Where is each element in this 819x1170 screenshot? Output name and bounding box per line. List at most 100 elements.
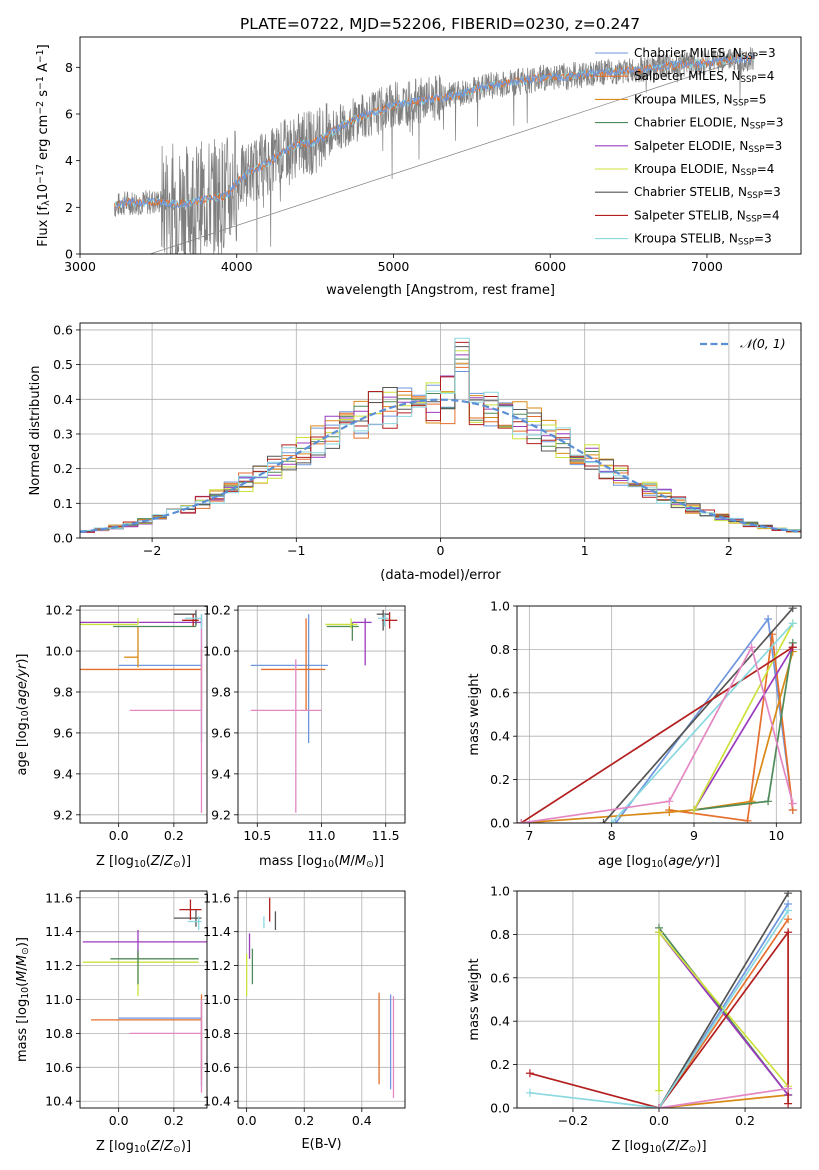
residuals-panel: −2 −1 0 1 2 0.0 0.1 0.2 0.3 0.4 0.5 0.6 (data-model)… — [28, 322, 802, 583]
weight-line-chabrier-stelib — [658, 892, 789, 1108]
y-tick-label: 11.4 — [45, 924, 73, 939]
weight-line-salpeter-stelib — [529, 929, 789, 1108]
x-tick-label: 0.0 — [109, 1113, 129, 1128]
x-tick-label: −2 — [143, 543, 161, 558]
error-point — [326, 622, 359, 641]
label-part: ( — [15, 705, 30, 710]
label-part: Chabrier STELIB, N — [634, 185, 747, 199]
y-tick-label: 0.0 — [490, 816, 510, 831]
error-point — [124, 626, 139, 668]
label-part: Chabrier MILES, N — [634, 46, 742, 60]
x-tick-label: −0.2 — [558, 1113, 588, 1128]
x-tick-label: 0.4 — [352, 1113, 372, 1128]
weight-marker — [764, 615, 773, 624]
weight-marker — [788, 619, 797, 628]
label-part: mass [log — [259, 854, 322, 869]
x-tick-label: 0 — [437, 543, 445, 558]
histogram-salpeter-stelib — [80, 341, 801, 533]
label-part: / — [160, 1139, 165, 1154]
label-part: ⊙ — [173, 1144, 181, 1155]
weight-line-kroupa-stelib — [529, 910, 789, 1108]
label-part: M — [15, 955, 30, 966]
x-tick-label: 0.2 — [735, 1113, 755, 1128]
y-tick-label: 1.0 — [490, 599, 510, 614]
mass-vs-Z-panel: 0.0 0.2 10.4 10.6 10.8 11.0 11.2 11.4 11.6 Z [log… — [15, 890, 208, 1155]
weight-marker — [525, 1088, 534, 1097]
weight-marker — [788, 643, 797, 652]
figure-title: PLATE=0722, MJD=52206, FIBERID=0230, z=0… — [240, 15, 640, 33]
label-part: / — [350, 854, 355, 869]
y-tick-label: 9.8 — [53, 684, 73, 699]
y-tick-label: 0.4 — [490, 729, 510, 744]
x-tick-label: 9 — [690, 828, 698, 843]
weight-marker — [665, 797, 674, 806]
model-spectrum-chabrier-miles — [114, 54, 755, 211]
weight-marker — [743, 816, 752, 823]
error-point — [325, 618, 358, 629]
error-point — [91, 994, 203, 1080]
error-point — [173, 610, 197, 625]
x-tick-label: 2 — [725, 543, 733, 558]
error-point — [82, 929, 207, 959]
age-vs-Z-panel: 0.0 0.29.29.49.69.810.010.2Z [log10(Z/Z⊙)… — [15, 603, 208, 870]
x-tick-label: 7 — [525, 828, 533, 843]
label-part: )] — [181, 854, 191, 869]
label-part: age [log — [598, 854, 651, 869]
plot-area — [80, 337, 801, 533]
label-part: A — [36, 63, 51, 76]
label-part: Chabrier ELODIE, N — [634, 116, 750, 130]
y-tick-label: 10.6 — [203, 1060, 231, 1075]
y-tick-label: 11.0 — [203, 992, 231, 1007]
x-tick-label: 0.0 — [649, 1113, 669, 1128]
y-tick-label: 9.2 — [53, 807, 73, 822]
weight-line-kroupa-elodie — [693, 623, 794, 811]
label-part: age [log — [15, 722, 30, 775]
label-part: )] — [15, 653, 30, 663]
label-part: λ — [41, 200, 52, 206]
x-tick-label: 0.0 — [109, 828, 129, 843]
y-tick-label: 2 — [65, 200, 73, 215]
label-part: 10 — [20, 710, 31, 722]
x-tick-label: 10.5 — [243, 828, 271, 843]
label-part: =3 — [754, 232, 772, 246]
label-part: =5 — [749, 92, 767, 106]
error-point — [80, 648, 203, 711]
plot-area — [82, 899, 207, 1093]
label-part: 10 — [649, 1144, 661, 1155]
label-part: ⊙ — [689, 1144, 697, 1155]
label-part: Kroupa MILES, N — [634, 92, 733, 106]
label-part: Z — [665, 1139, 676, 1154]
weight-line-salpeter-elodie — [693, 646, 794, 811]
error-point — [184, 614, 203, 631]
y-tick-label: 0.8 — [490, 642, 510, 657]
label-part: )] — [710, 854, 720, 869]
error-point — [129, 999, 203, 1093]
label-part: ( — [334, 854, 339, 869]
weight-marker — [764, 797, 773, 806]
legend-label: Kroupa MILES, NSSP=5 — [634, 92, 767, 108]
y-tick-label: 0.4 — [490, 1014, 510, 1029]
label-part: Z [log — [96, 1139, 134, 1154]
y-tick-label: 0.2 — [490, 1057, 510, 1072]
x-tick-label: −1 — [287, 543, 305, 558]
legend-label: Kroupa ELODIE, NSSP=4 — [634, 162, 774, 178]
x-axis-label: Z [log10(Z/Z⊙)] — [611, 1139, 706, 1155]
weight-marker — [607, 819, 616, 823]
y-tick-label: 0.4 — [53, 392, 73, 407]
plot-area — [114, 47, 755, 254]
y-tick-label: 11.6 — [45, 890, 73, 905]
y-tick-label: 0 — [65, 247, 73, 262]
age-vs-mass-panel: 10.5 11.0 11.5 9.2 9.4 9.6 9.8 10.0 10.2 mass [lo… — [203, 603, 406, 870]
plot-area — [245, 897, 395, 1098]
x-tick-label: 0.0 — [237, 1113, 257, 1128]
label-part: 10 — [36, 184, 51, 201]
x-tick-label: 0.2 — [164, 1113, 184, 1128]
plot-area — [80, 610, 203, 813]
label-part: SSP — [741, 168, 757, 178]
spectrum-panel: 3000 4000 5000 6000 7000 0 2 4 6 8 wavelength [Ang… — [35, 36, 802, 298]
y-tick-label: 10.2 — [203, 603, 231, 618]
label-part: Salpeter MILES, N — [634, 69, 741, 83]
label-part: SSP — [738, 238, 754, 248]
label-part: =3 — [758, 46, 776, 60]
